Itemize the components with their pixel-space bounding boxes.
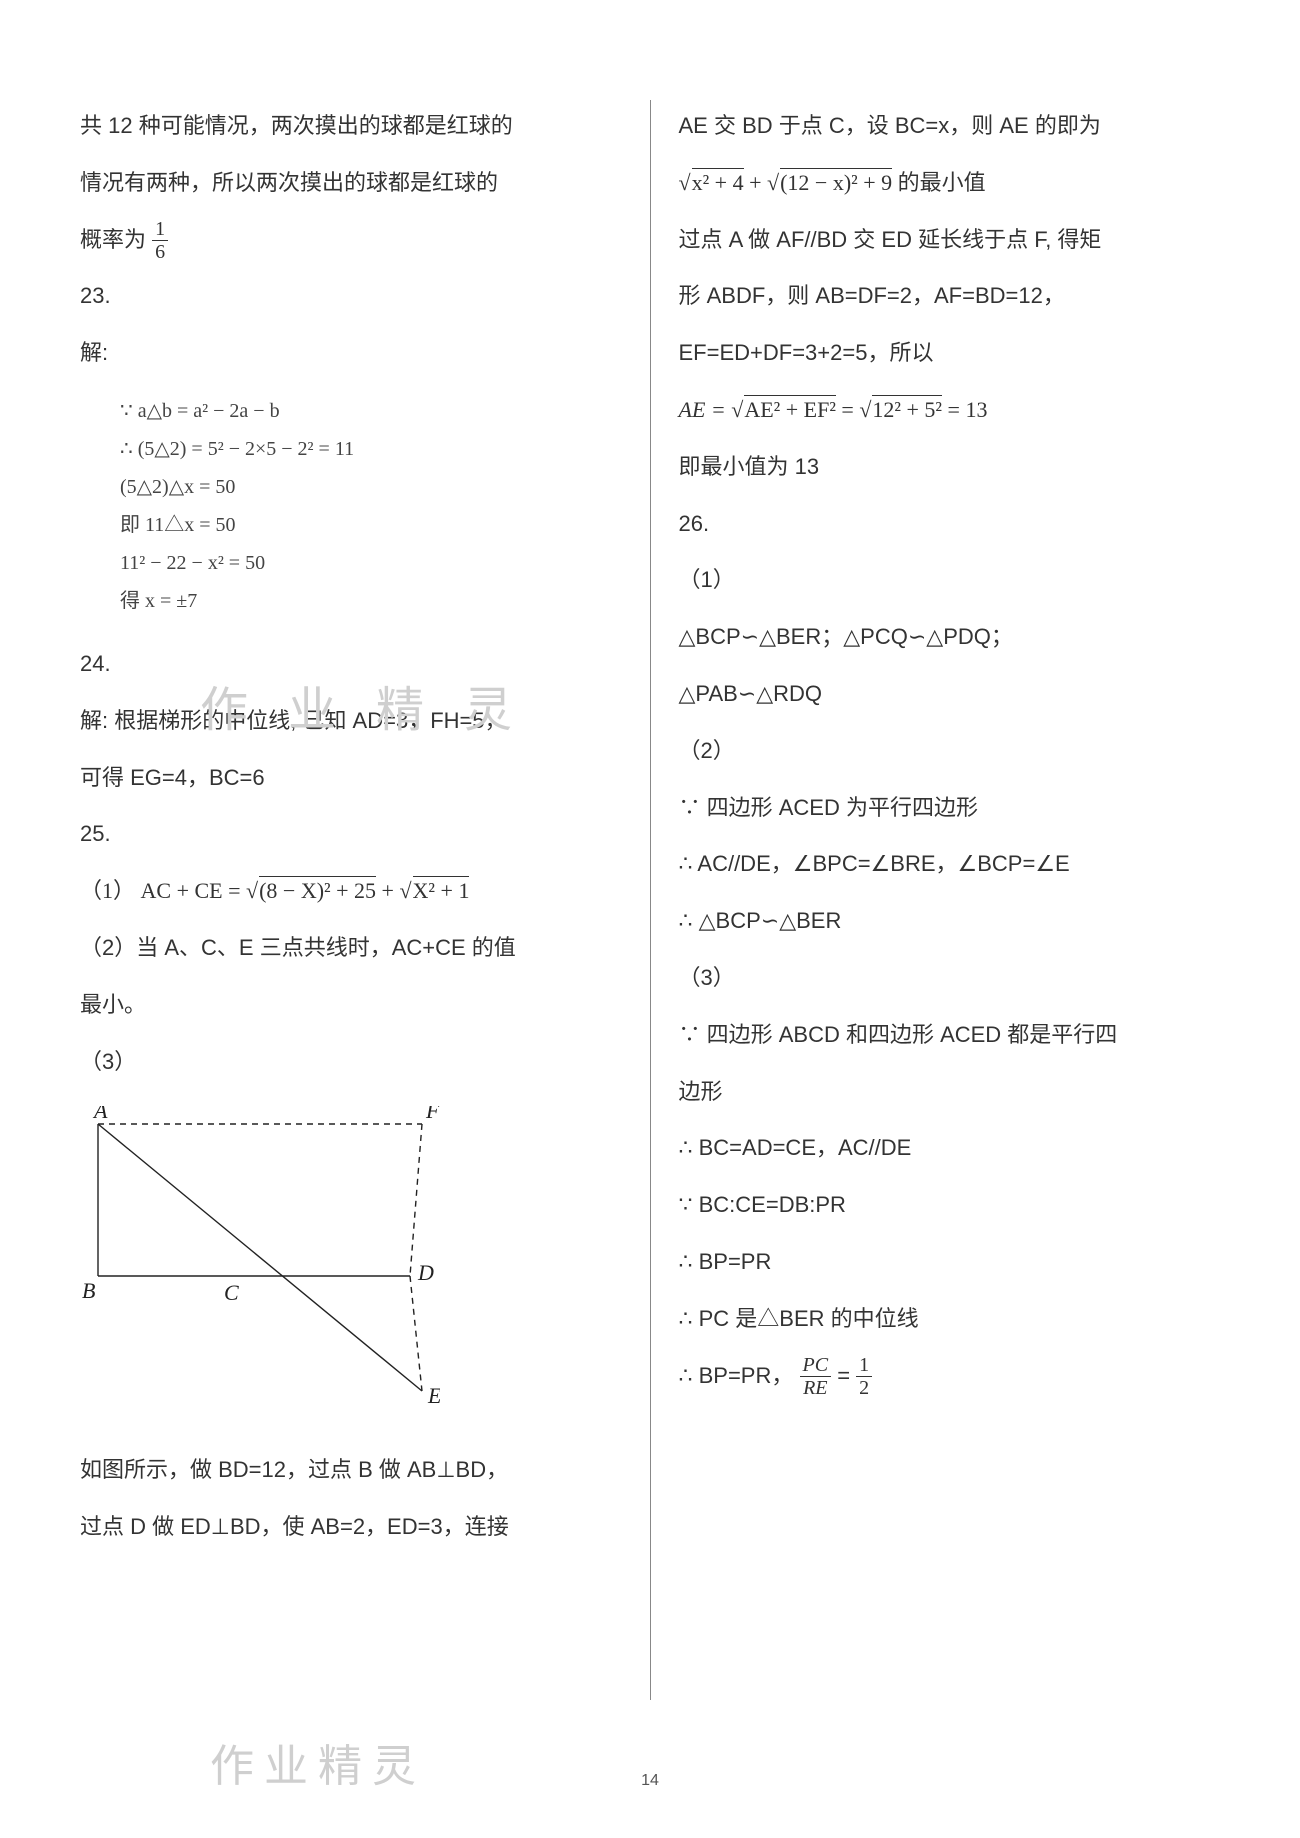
text-line: （2）当 A、C、E 三点共线时，AC+CE 的值 xyxy=(80,922,622,975)
question-number: 25. xyxy=(80,808,622,861)
question-number: 24. xyxy=(80,638,622,691)
page-number: 14 xyxy=(641,1772,659,1790)
text-line: 情况有两种，所以两次摸出的球都是红球的 xyxy=(80,157,622,210)
fraction: 1 2 xyxy=(856,1354,872,1399)
svg-text:C: C xyxy=(224,1280,239,1305)
text-line: 形 ABDF，则 AB=DF=2，AF=BD=12， xyxy=(679,270,1221,323)
text-line: 概率为 1 6 xyxy=(80,214,622,267)
text-line: ∴ △BCP∽△BER xyxy=(679,895,1221,948)
math-span: AC + CE = xyxy=(141,878,247,903)
text-line: ∴ BC=AD=CE，AC//DE xyxy=(679,1122,1221,1175)
text-line: 边形 xyxy=(679,1066,1221,1119)
math-line: （1） AC + CE = √(8 − X)² + 25 + √X² + 1 xyxy=(80,865,622,918)
text-line: ∴ BP=PR xyxy=(679,1236,1221,1289)
fraction-num: 1 xyxy=(856,1354,872,1377)
math-line: ∴ (5△2) = 5² − 2×5 − 2² = 11 xyxy=(120,430,622,468)
text-line: 过点 A 做 AF//BD 交 ED 延长线于点 F, 得矩 xyxy=(679,214,1221,267)
math-line: 得 x = ±7 xyxy=(120,582,622,620)
text-line: （3） xyxy=(80,1036,622,1089)
svg-text:D: D xyxy=(417,1260,434,1285)
svg-text:E: E xyxy=(427,1383,440,1406)
fraction-den: 2 xyxy=(856,1377,872,1399)
text-line: ∵ 四边形 ACED 为平行四边形 xyxy=(679,782,1221,835)
left-column: 共 12 种可能情况，两次摸出的球都是红球的 情况有两种，所以两次摸出的球都是红… xyxy=(80,100,650,1700)
text-line: △PAB∽△RDQ xyxy=(679,668,1221,721)
text-span: 的最小值 xyxy=(898,170,986,195)
fraction: 1 6 xyxy=(152,218,168,263)
text-line: 解: 根据梯形的中位线, 已知 AD=3，FH=5， xyxy=(80,695,622,748)
math-block: ∵ a△b = a² − 2a − b ∴ (5△2) = 5² − 2×5 −… xyxy=(80,392,622,620)
text-line: 可得 EG=4，BC=6 xyxy=(80,752,622,805)
radical-icon: √ xyxy=(399,878,411,903)
text-line: 过点 D 做 ED⊥BD，使 AB=2，ED=3，连接 xyxy=(80,1501,622,1554)
math-line: 即 11△x = 50 xyxy=(120,506,622,544)
page: 作 业 精 灵 作业精灵 共 12 种可能情况，两次摸出的球都是红球的 情况有两… xyxy=(0,0,1300,1838)
geometry-diagram: A F B C D E xyxy=(80,1106,622,1426)
math-line: 11² − 22 − x² = 50 xyxy=(120,544,622,582)
text-span: 概率为 xyxy=(80,227,146,252)
radical-icon: √ xyxy=(859,397,871,422)
two-column-layout: 共 12 种可能情况，两次摸出的球都是红球的 情况有两种，所以两次摸出的球都是红… xyxy=(80,100,1220,1700)
text-line: 即最小值为 13 xyxy=(679,441,1221,494)
text-line: AE 交 BD 于点 C，设 BC=x，则 AE 的即为 xyxy=(679,100,1221,153)
sqrt-arg: AE² + EF² xyxy=(744,395,836,422)
sqrt-arg: (8 − X)² + 25 xyxy=(259,876,376,903)
svg-text:B: B xyxy=(82,1278,95,1303)
eq: = xyxy=(841,397,859,422)
math-span: AE = xyxy=(679,397,732,422)
right-column: AE 交 BD 于点 C，设 BC=x，则 AE 的即为 √x² + 4 + √… xyxy=(651,100,1221,1700)
text-span: = 13 xyxy=(948,397,988,422)
watermark-2: 作业精灵 xyxy=(210,1730,426,1794)
sqrt-arg: 12² + 5² xyxy=(872,395,942,422)
plus: + xyxy=(382,878,400,903)
text-line: △BCP∽△BER；△PCQ∽△PDQ； xyxy=(679,611,1221,664)
question-number: 26. xyxy=(679,498,1221,551)
math-line: AE = √AE² + EF² = √12² + 5² = 13 xyxy=(679,384,1221,437)
sqrt-arg: (12 − x)² + 9 xyxy=(780,168,892,195)
fraction-num: 1 xyxy=(152,218,168,241)
fraction-den: 6 xyxy=(152,241,168,263)
text-line: ∵ BC:CE=DB:PR xyxy=(679,1179,1221,1232)
eq: = xyxy=(837,1363,856,1388)
sqrt-arg: x² + 4 xyxy=(692,168,744,195)
diagram-svg: A F B C D E xyxy=(80,1106,440,1406)
fraction: PC RE xyxy=(800,1354,832,1399)
text-line: 如图所示，做 BD=12，过点 B 做 AB⊥BD， xyxy=(80,1444,622,1497)
radical-icon: √ xyxy=(767,170,779,195)
radical-icon: √ xyxy=(679,170,691,195)
text-line: ∴ AC//DE，∠BPC=∠BRE，∠BCP=∠E xyxy=(679,838,1221,891)
text-line: 解: xyxy=(80,327,622,380)
math-line: (5△2)△x = 50 xyxy=(120,468,622,506)
text-line: ∴ BP=PR， PC RE = 1 2 xyxy=(679,1350,1221,1403)
text-line: （1） xyxy=(679,554,1221,607)
radical-icon: √ xyxy=(246,878,258,903)
text-line: 共 12 种可能情况，两次摸出的球都是红球的 xyxy=(80,100,622,153)
label: （1） xyxy=(80,878,135,903)
fraction-den: RE xyxy=(800,1377,832,1399)
plus: + xyxy=(749,170,767,195)
svg-text:F: F xyxy=(425,1106,440,1123)
text-line: （2） xyxy=(679,725,1221,778)
svg-text:A: A xyxy=(92,1106,108,1123)
math-line: ∵ a△b = a² − 2a − b xyxy=(120,392,622,430)
radical-icon: √ xyxy=(731,397,743,422)
text-line: 最小。 xyxy=(80,979,622,1032)
math-line: √x² + 4 + √(12 − x)² + 9 的最小值 xyxy=(679,157,1221,210)
sqrt-arg: X² + 1 xyxy=(413,876,470,903)
text-line: ∵ 四边形 ABCD 和四边形 ACED 都是平行四 xyxy=(679,1009,1221,1062)
question-number: 23. xyxy=(80,270,622,323)
text-line: （3） xyxy=(679,952,1221,1005)
fraction-num: PC xyxy=(800,1354,832,1377)
text-line: ∴ PC 是△BER 的中位线 xyxy=(679,1293,1221,1346)
text-span: ∴ BP=PR， xyxy=(679,1363,794,1388)
text-line: EF=ED+DF=3+2=5，所以 xyxy=(679,327,1221,380)
